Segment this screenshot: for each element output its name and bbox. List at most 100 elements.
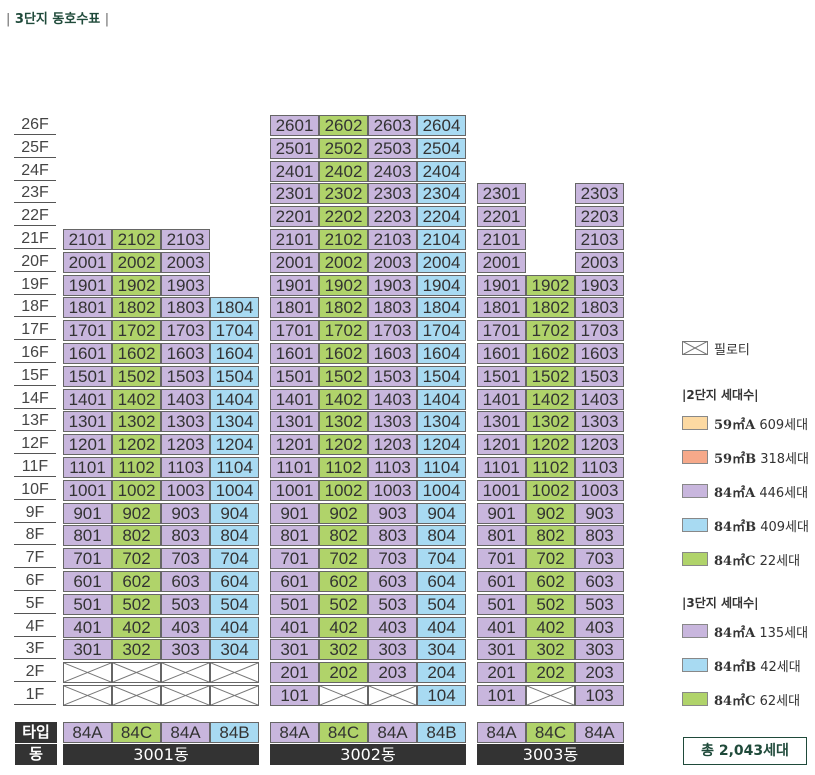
- unit-cell: 1801: [477, 297, 526, 319]
- unit-cell: 2101: [63, 229, 112, 250]
- unit-cell: 403: [368, 616, 417, 638]
- unit-cell: 1101: [63, 457, 112, 478]
- unit-cell: 1701: [270, 320, 319, 342]
- unit-cell: 1302: [319, 411, 368, 433]
- unit-cell: 601: [477, 571, 526, 592]
- unit-cell: 503: [368, 593, 417, 615]
- unit-cell: 702: [319, 548, 368, 570]
- unit-cell: 902: [112, 502, 161, 524]
- piloti-cell: [319, 685, 368, 706]
- unit-cell: 701: [477, 548, 526, 570]
- unit-cell: 1202: [112, 434, 161, 456]
- unit-cell: 801: [63, 525, 112, 547]
- unit-cell: 2103: [575, 229, 624, 250]
- legend-type: 59㎡A: [714, 418, 756, 433]
- unit-cell: 1203: [368, 434, 417, 456]
- unit-cell: 403: [575, 616, 624, 638]
- unit-cell: 1301: [63, 411, 112, 433]
- legend-swatch: [682, 518, 708, 532]
- legend-swatch: [682, 484, 708, 498]
- floor-label: 8F: [14, 525, 56, 546]
- unit-cell: 1001: [63, 479, 112, 501]
- unit-cell: 1202: [526, 434, 575, 456]
- unit-cell: 1901: [270, 274, 319, 296]
- unit-cell: 703: [368, 548, 417, 570]
- piloti-icon: [682, 341, 708, 355]
- unit-cell: 1501: [270, 365, 319, 387]
- unit-cell: 1403: [575, 388, 624, 410]
- unit-cell: 101: [270, 685, 319, 706]
- unit-cell: 1604: [210, 343, 259, 364]
- unit-cell: 503: [161, 593, 210, 615]
- unit-cell: 1403: [161, 388, 210, 410]
- unit-cell: 1703: [368, 320, 417, 342]
- unit-cell: 1503: [575, 365, 624, 387]
- unit-cell: 301: [63, 639, 112, 661]
- unit-cell: 1302: [526, 411, 575, 433]
- type-cell: 84A: [575, 722, 624, 743]
- unit-cell: 1902: [319, 274, 368, 296]
- unit-cell: 701: [63, 548, 112, 570]
- unit-cell: 702: [526, 548, 575, 570]
- floor-label: 12F: [14, 434, 56, 455]
- unit-cell: 303: [575, 639, 624, 661]
- unit-cell: 2203: [368, 206, 417, 228]
- legend-count: 42세대: [756, 660, 801, 675]
- unit-cell: 1504: [417, 365, 466, 387]
- unit-cell: 1401: [270, 388, 319, 410]
- unit-cell: 1301: [477, 411, 526, 433]
- unit-cell: 903: [575, 502, 624, 524]
- piloti-cell: [368, 685, 417, 706]
- unit-cell: 201: [270, 662, 319, 684]
- unit-cell: 401: [63, 616, 112, 638]
- unit-cell: 1803: [161, 297, 210, 319]
- unit-cell: 2101: [270, 229, 319, 250]
- unit-cell: 601: [63, 571, 112, 592]
- piloti-cell: [112, 662, 161, 684]
- unit-cell: 703: [575, 548, 624, 570]
- unit-cell: 603: [575, 571, 624, 592]
- floor-label: 19F: [14, 275, 56, 295]
- unit-cell: 502: [112, 593, 161, 615]
- unit-cell: 201: [477, 662, 526, 684]
- unit-cell: 604: [417, 571, 466, 592]
- floor-label: 13F: [14, 411, 56, 432]
- unit-cell: 804: [210, 525, 259, 547]
- unit-cell: 302: [526, 639, 575, 661]
- unit-cell: 902: [526, 502, 575, 524]
- unit-cell: 401: [477, 616, 526, 638]
- piloti-cell: [63, 685, 112, 706]
- unit-cell: 2301: [270, 183, 319, 205]
- piloti-cell: [63, 662, 112, 684]
- unit-cell: 1302: [112, 411, 161, 433]
- unit-cell: 1004: [210, 479, 259, 501]
- legend-count: 22세대: [755, 554, 801, 569]
- unit-cell: 2103: [368, 229, 417, 250]
- unit-cell: 1403: [368, 388, 417, 410]
- unit-cell: 901: [270, 502, 319, 524]
- type-cell: 84A: [270, 722, 319, 743]
- unit-cell: 1601: [63, 343, 112, 364]
- unit-cell: 1704: [210, 320, 259, 342]
- legend-type: 84㎡C: [714, 694, 756, 709]
- unit-cell: 2003: [575, 251, 624, 273]
- floor-label: 25F: [14, 138, 56, 158]
- unit-cell: 502: [319, 593, 368, 615]
- unit-cell: 2104: [417, 229, 466, 250]
- floor-label: 6F: [14, 571, 56, 591]
- unit-cell: 303: [368, 639, 417, 661]
- unit-cell: 902: [319, 502, 368, 524]
- unit-cell: 2202: [319, 206, 368, 228]
- unit-cell: 1002: [526, 479, 575, 501]
- legend-swatch: [682, 450, 708, 464]
- unit-cell: 2203: [575, 206, 624, 228]
- legend-count: 62세대: [755, 694, 801, 709]
- unit-cell: 204: [417, 662, 466, 684]
- piloti-cell: [526, 685, 575, 706]
- unit-cell: 2502: [319, 137, 368, 159]
- unit-cell: 404: [417, 616, 466, 638]
- dong-label: 3002동: [270, 744, 466, 765]
- unit-cell: 1704: [417, 320, 466, 342]
- unit-cell: 1701: [63, 320, 112, 342]
- floor-label: 15F: [14, 366, 56, 386]
